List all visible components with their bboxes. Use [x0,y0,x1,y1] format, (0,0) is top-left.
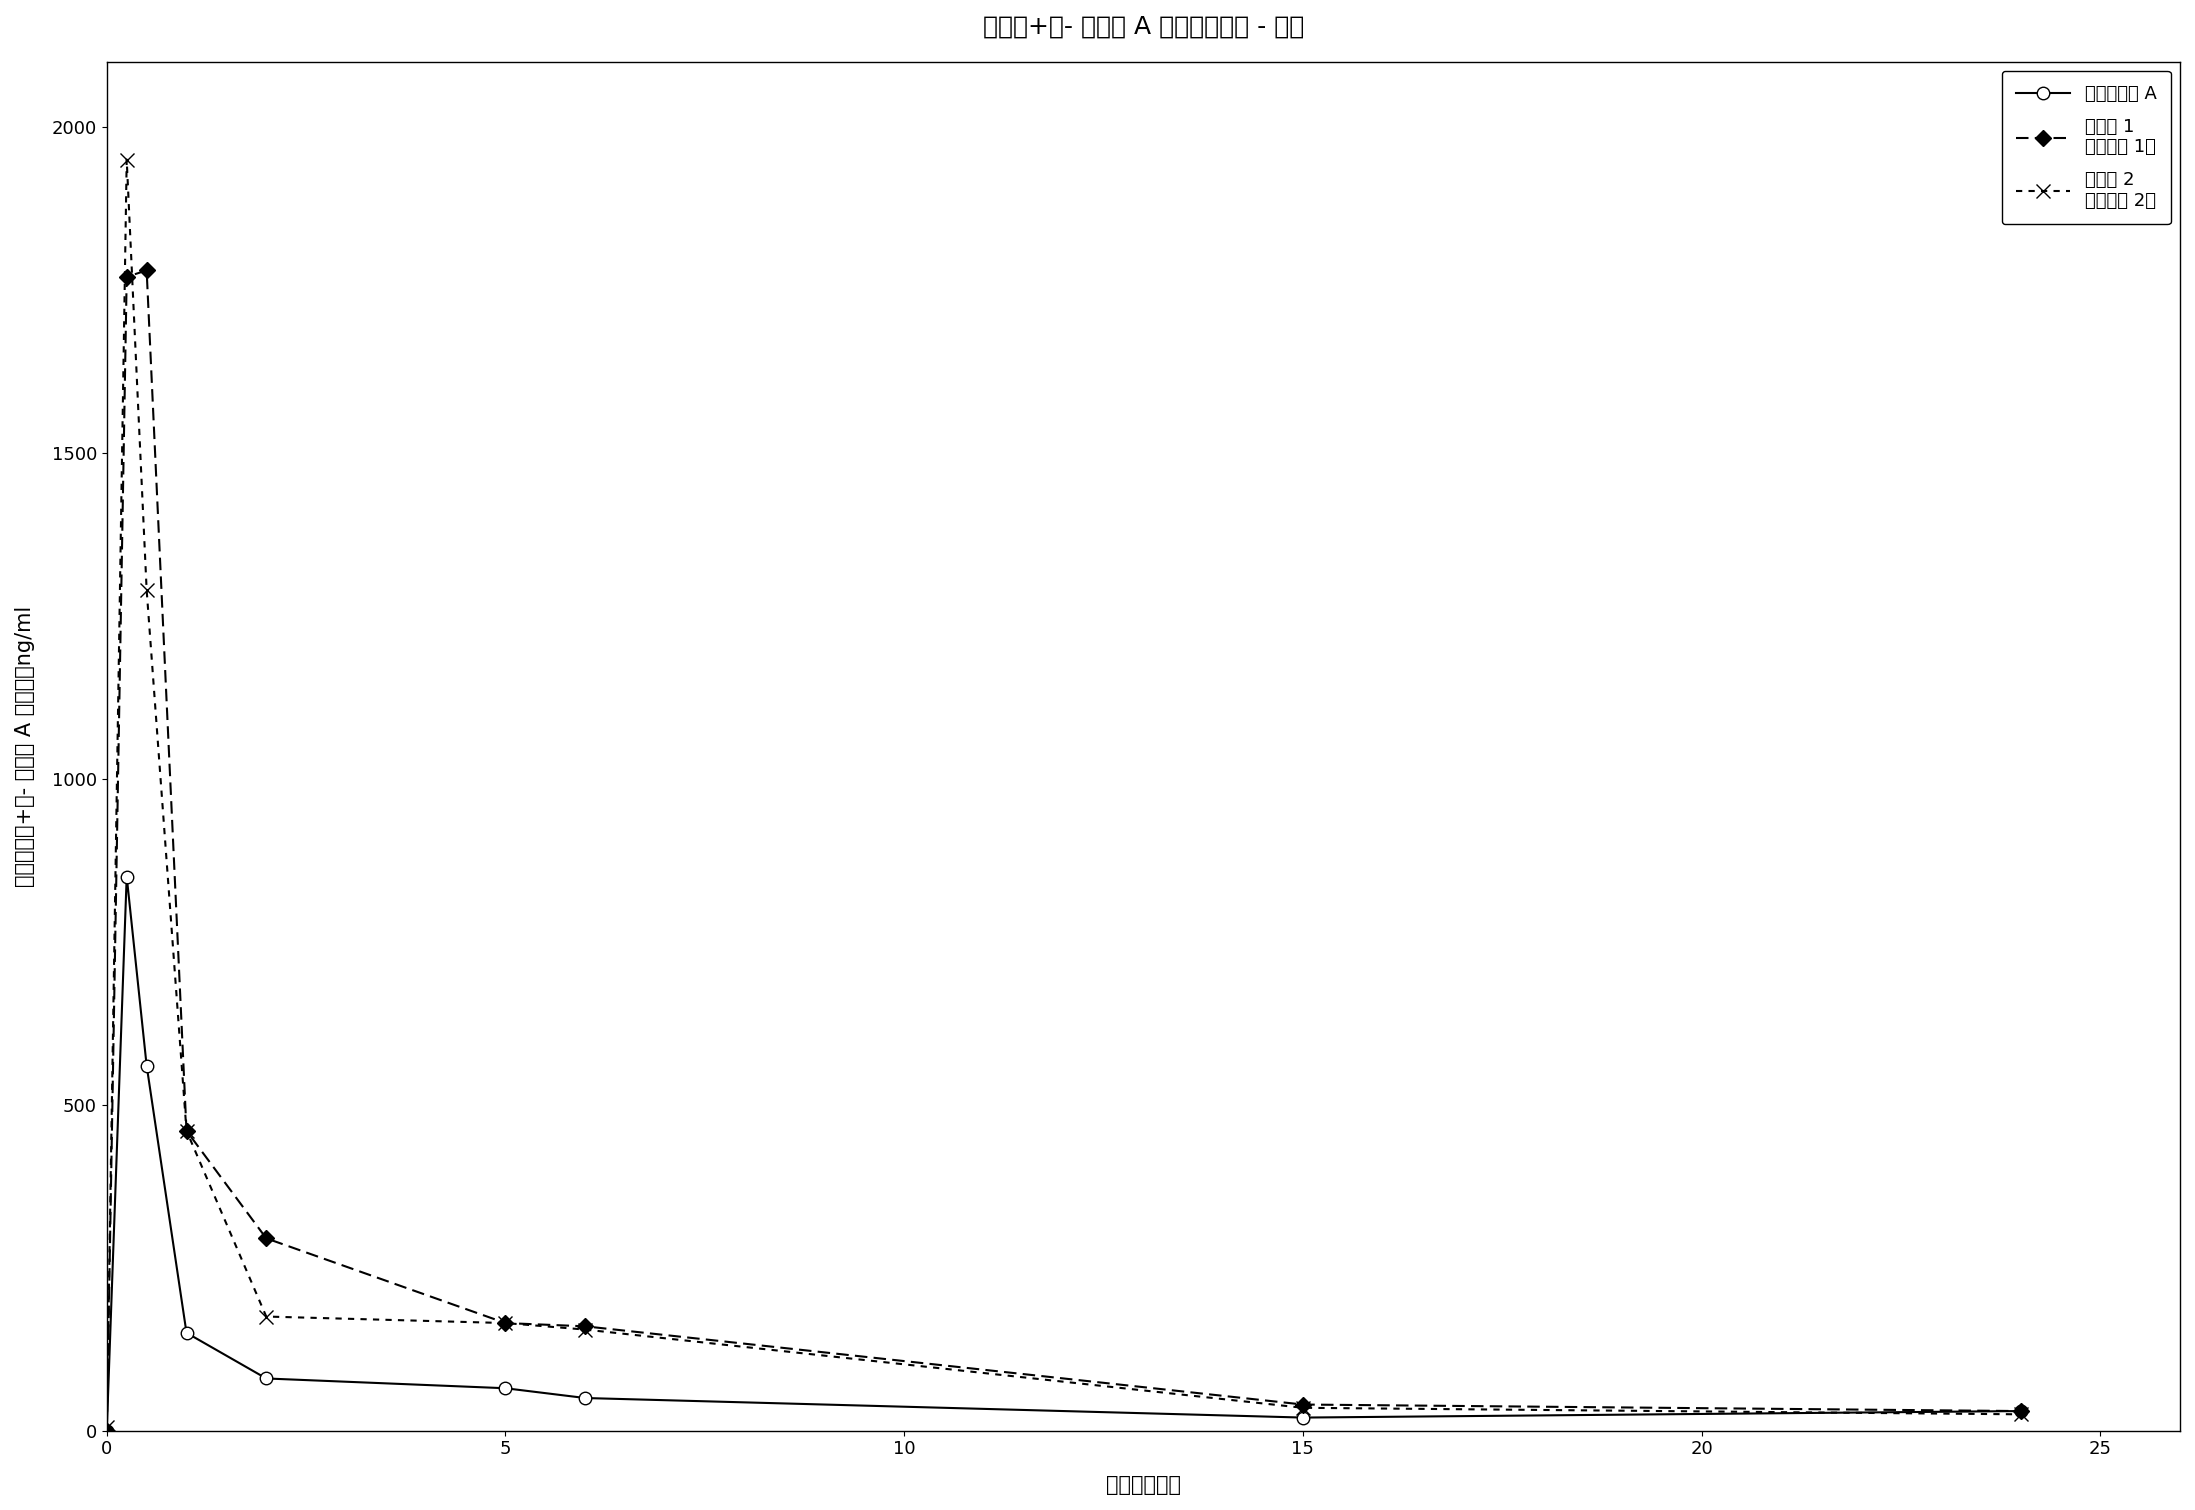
组合物 2
（实施例 2） [94,1418,121,1436]
Line: 组合物 1
（实施例 1）: 组合物 1 （实施例 1） [101,264,2026,1436]
组合物 1
（实施例 1） [2008,1401,2035,1419]
组合物 2
（实施例 2） [114,151,140,169]
组合物 1
（实施例 1） [492,1314,518,1332]
组合物 2
（实施例 2） [573,1321,599,1339]
Title: 鼠中（+）- 胡桐素 A 的生物利用度 - 口服: 鼠中（+）- 胡桐素 A 的生物利用度 - 口服 [983,15,1304,39]
对比实施例 A [252,1370,279,1388]
组合物 2
（实施例 2） [1291,1398,1317,1416]
对比实施例 A [492,1379,518,1397]
对比实施例 A [94,1421,121,1439]
对比实施例 A [173,1324,200,1342]
组合物 1
（实施例 1） [114,267,140,285]
组合物 1
（实施例 1） [94,1421,121,1439]
组合物 1
（实施例 1） [173,1122,200,1140]
对比实施例 A [114,868,140,886]
组合物 1
（实施例 1） [134,261,160,279]
组合物 2
（实施例 2） [134,581,160,599]
Legend: 对比实施例 A, 组合物 1
（实施例 1）, 组合物 2
（实施例 2）: 对比实施例 A, 组合物 1 （实施例 1）, 组合物 2 （实施例 2） [2002,71,2171,223]
Line: 组合物 2
（实施例 2）: 组合物 2 （实施例 2） [99,153,2028,1434]
组合物 2
（实施例 2） [2008,1406,2035,1424]
对比实施例 A [134,1057,160,1075]
X-axis label: 时间（小时）: 时间（小时） [1106,1475,1181,1495]
对比实施例 A [2008,1401,2035,1419]
组合物 1
（实施例 1） [573,1317,599,1335]
Y-axis label: 鼠血浆中（+）- 胡桐素 A 的浓度，ng/ml: 鼠血浆中（+）- 胡桐素 A 的浓度，ng/ml [15,606,35,886]
Line: 对比实施例 A: 对比实施例 A [101,870,2026,1438]
组合物 2
（实施例 2） [173,1122,200,1140]
对比实施例 A [1291,1409,1317,1427]
组合物 1
（实施例 1） [1291,1395,1317,1413]
对比实施例 A [573,1389,599,1407]
组合物 2
（实施例 2） [492,1314,518,1332]
组合物 1
（实施例 1） [252,1229,279,1247]
组合物 2
（实施例 2） [252,1308,279,1326]
